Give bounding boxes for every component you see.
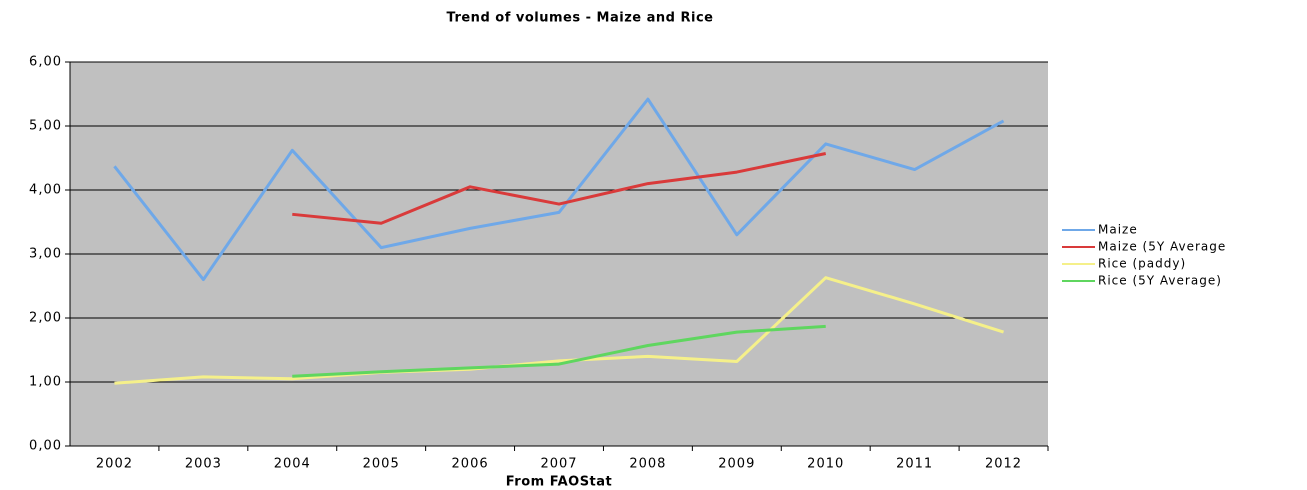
series-line bbox=[292, 324, 826, 378]
y-tick-label: 4,00 bbox=[29, 183, 62, 198]
series-line bbox=[114, 276, 1005, 385]
x-tick-label: 2012 bbox=[985, 457, 1022, 472]
x-tick-label: 2007 bbox=[540, 457, 577, 472]
x-tick-label: 2002 bbox=[96, 457, 133, 472]
chart-title: Trend of volumes - Maize and Rice bbox=[447, 11, 714, 26]
x-tick-label: 2004 bbox=[274, 457, 311, 472]
y-tick-label: 6,00 bbox=[29, 55, 62, 70]
legend-label: Rice (5Y Average) bbox=[1098, 274, 1222, 288]
legend-label: Maize bbox=[1098, 223, 1138, 237]
x-tick-label: 2005 bbox=[363, 457, 400, 472]
y-tick-label: 1,00 bbox=[29, 375, 62, 390]
series-line bbox=[113, 97, 1005, 282]
y-tick-label: 3,00 bbox=[29, 247, 62, 262]
x-tick-label: 2011 bbox=[896, 457, 933, 472]
x-axis-label: From FAOStat bbox=[506, 475, 613, 490]
y-tick-label: 0,00 bbox=[29, 439, 62, 454]
legend-label: Maize (5Y Average bbox=[1098, 240, 1226, 254]
x-tick-label: 2010 bbox=[807, 457, 844, 472]
x-tick-label: 2009 bbox=[718, 457, 755, 472]
x-tick-label: 2003 bbox=[185, 457, 222, 472]
x-tick-label: 2006 bbox=[452, 457, 489, 472]
y-tick-label: 5,00 bbox=[29, 119, 62, 134]
series-line bbox=[292, 152, 827, 225]
legend-label: Rice (paddy) bbox=[1098, 257, 1186, 271]
y-tick-label: 2,00 bbox=[29, 311, 62, 326]
x-tick-label: 2008 bbox=[629, 457, 666, 472]
